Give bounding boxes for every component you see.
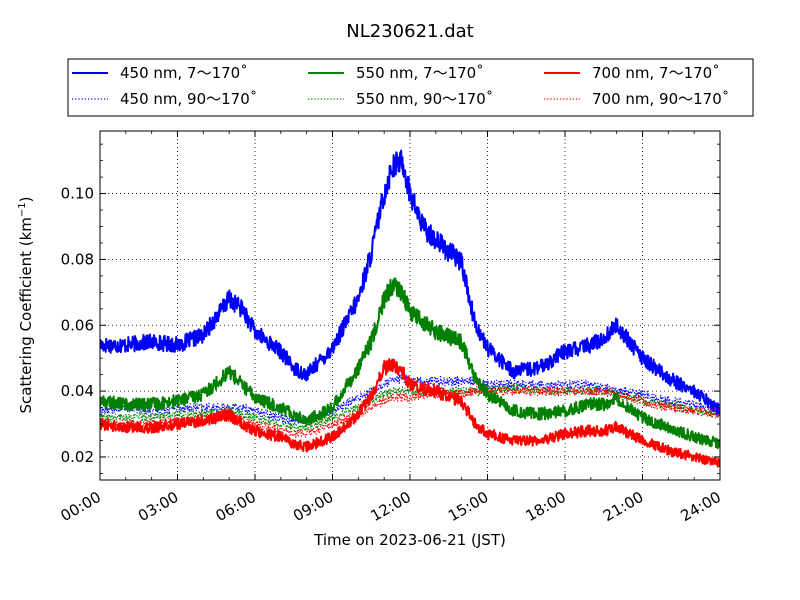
legend-label-2: 550 nm, 7～170˚ — [356, 64, 484, 82]
legend-label-5: 700 nm, 90～170˚ — [592, 90, 729, 108]
y-tick-label: 0.06 — [61, 316, 94, 334]
series-line-2 — [100, 277, 720, 450]
y-axis-label: Scattering Coefficient (km−1) — [17, 196, 35, 413]
x-axis-label: Time on 2023-06-21 (JST) — [313, 531, 506, 549]
chart-title: NL230621.dat — [346, 21, 473, 42]
y-tick-label: 0.08 — [61, 250, 94, 268]
y-tick-label: 0.04 — [61, 382, 94, 400]
legend-label-1: 450 nm, 90～170˚ — [120, 90, 257, 108]
legend-box — [67, 58, 754, 117]
legend-label-0: 450 nm, 7～170˚ — [120, 64, 248, 82]
y-tick-label: 0.10 — [61, 185, 94, 203]
series-line-0 — [100, 149, 720, 415]
legend-label-4: 700 nm, 7～170˚ — [592, 64, 720, 82]
y-axis-label-main: Scattering Coefficient (km — [17, 217, 35, 413]
legend-label-3: 550 nm, 90～170˚ — [356, 90, 493, 108]
series-line-4 — [100, 358, 720, 468]
plot-area: 00:00 03:00 06:00 09:00 12:00 15:00 18:00 21:00… — [58, 130, 724, 525]
legend: 450 nm, 7～170˚ 550 nm, 7～170˚ 700 nm, 7～17… — [67, 58, 754, 117]
y-tick-label: 0.02 — [61, 448, 94, 466]
y-axis-label-end: ) — [17, 196, 35, 202]
y-axis-label-sup: −1 — [17, 202, 28, 217]
